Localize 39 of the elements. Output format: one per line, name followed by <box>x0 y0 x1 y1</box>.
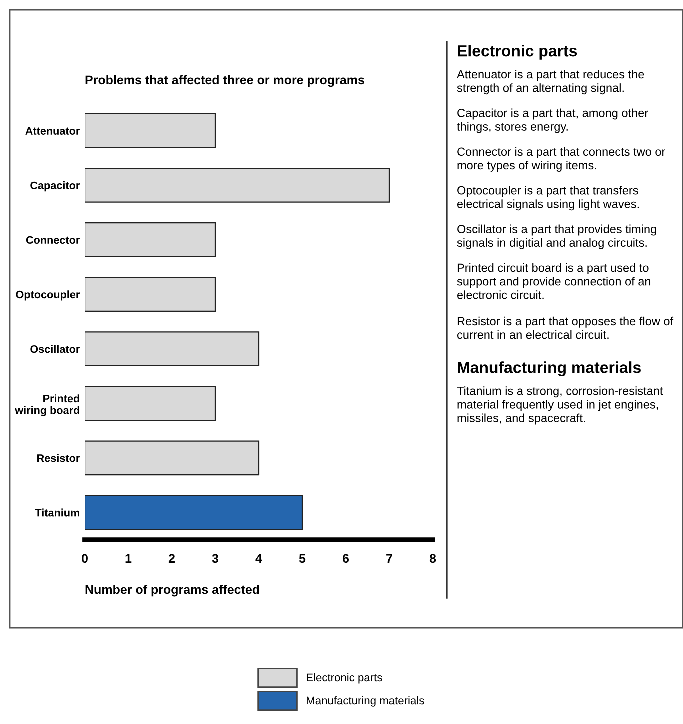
bar <box>85 222 216 258</box>
bar <box>85 113 216 148</box>
legend-label: Manufacturing materials <box>307 696 424 707</box>
x-tick-label: 7 <box>386 554 392 563</box>
x-tick-label: 4 <box>256 554 262 563</box>
text: Oscillator is a part that provides timing signals in digitial and analog circuits. <box>457 224 656 250</box>
y-tick-label: Printed wiring board <box>15 394 80 416</box>
x-tick-label: 0 <box>82 554 88 564</box>
bar <box>85 440 260 476</box>
text: Titanium is a strong, corrosion-resistant material frequently used in jet engines, missiles, and spacecraft. <box>457 386 664 425</box>
y-tick-label: Oscillator <box>30 345 80 354</box>
x-tick-label: 1 <box>126 554 132 563</box>
y-tick-label: Capacitor <box>30 182 80 192</box>
x-tick-label: 5 <box>299 554 306 564</box>
text: Resistor is a part that opposes the flow of current in an electrical circuit. <box>458 316 674 340</box>
bar <box>85 332 260 367</box>
text: Manufacturing materials <box>458 362 641 377</box>
text: Capacitor is a part that, among other things, stores energy. <box>457 108 648 134</box>
chart-title: Problems that affected three or more programs <box>86 75 364 88</box>
y-tick-label: Connector <box>26 236 80 244</box>
bar <box>85 277 216 312</box>
y-tick-label: Resistor <box>38 454 80 462</box>
text: Electronic parts <box>458 45 578 60</box>
text: Optocoupler is a part that transfers electrical signals using light waves. <box>458 186 639 211</box>
text: Attenuator is a part that reduces the strength of an alternating signal. <box>457 70 644 95</box>
bar <box>85 168 390 203</box>
text: Connector is a part that connects two or more types of wiring items. <box>458 147 666 172</box>
y-tick-label: Attenuator <box>26 127 80 135</box>
x-tick-label: 3 <box>212 554 219 564</box>
bar <box>85 495 304 530</box>
bar <box>85 386 216 422</box>
legend-label: Electronic parts <box>307 673 382 684</box>
x-axis-title: Number of programs affected <box>86 584 260 597</box>
x-tick-label: 8 <box>430 554 436 564</box>
x-tick-label: 2 <box>168 554 175 563</box>
y-tick-label: Optocoupler <box>16 290 80 301</box>
x-tick-label: 6 <box>342 554 350 564</box>
y-tick-label: Titanium <box>35 508 80 517</box>
text: Printed circuit board is a part used to support and provide connection of an electronic circuit. <box>457 264 651 300</box>
